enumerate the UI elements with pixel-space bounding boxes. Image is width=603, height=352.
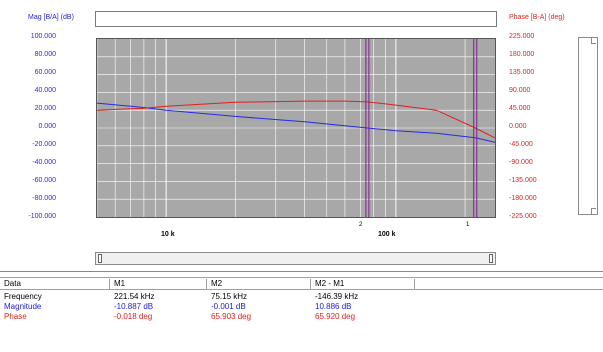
magnitude-m1: -10.887 dB (114, 302, 154, 311)
mag-tick-label: -80.000 (32, 195, 56, 202)
row-label-magnitude: Magnitude (4, 302, 42, 311)
magnitude-axis-title: Mag [B/A] (dB) (28, 14, 74, 21)
phase-m2: 65.903 deg (211, 312, 252, 321)
phase-trace (97, 100, 495, 139)
column-header-m1[interactable]: M1 (110, 279, 207, 290)
bode-chart (97, 39, 495, 217)
scroll-thumb-right[interactable] (489, 254, 493, 263)
magnitude-m2: -0.001 dB (211, 302, 246, 311)
mag-tick-label: 20.000 (34, 105, 56, 112)
phase-tick-label: -180.000 (509, 195, 537, 202)
column-header-m2[interactable]: M2 (207, 279, 311, 290)
frequency-diff: -146.39 kHz (315, 292, 359, 301)
phase-diff: 65.920 deg (315, 312, 356, 321)
side-legend-panel (578, 37, 598, 215)
x-tick-label-100k: 100 k (378, 231, 396, 238)
phase-tick-label: -90.000 (509, 159, 533, 166)
phase-tick-label: 90.000 (509, 87, 531, 94)
plot-area[interactable] (96, 38, 496, 218)
mag-tick-label: 100.000 (30, 33, 56, 40)
column-header-data[interactable]: Data (0, 279, 110, 290)
phase-tick-label: -225.000 (509, 213, 537, 220)
phase-tick-label: 45.000 (509, 105, 531, 112)
mag-tick-label: -20.000 (32, 141, 56, 148)
cursor-2-label[interactable]: 2 (359, 222, 363, 228)
frequency-m2: 75.15 kHz (211, 292, 248, 301)
phase-tick-label: 0.000 (509, 123, 527, 130)
mag-tick-label: 0.000 (38, 123, 56, 130)
plot-title-box (95, 11, 497, 27)
mag-tick-label: -60.000 (32, 177, 56, 184)
phase-tick-label: 180.000 (509, 51, 535, 58)
x-tick-label-10k: 10 k (161, 231, 175, 238)
phase-axis-title: Phase [B-A] (deg) (509, 14, 565, 21)
phase-tick-label: 225.000 (509, 33, 535, 40)
mag-tick-label: 80.000 (34, 51, 56, 58)
marker-data-table: Data M1 M2 M2 - M1 Frequency 221.54 kHz … (0, 277, 603, 352)
row-label-frequency: Frequency (4, 292, 42, 301)
phase-m1: -0.018 deg (114, 312, 153, 321)
phase-tick-label: -45.000 (509, 141, 533, 148)
mag-tick-label: 40.000 (34, 87, 56, 94)
panel-splitter[interactable] (0, 271, 603, 272)
mag-tick-label: -100.000 (28, 213, 56, 220)
column-header-m2-minus-m1[interactable]: M2 - M1 (311, 279, 415, 290)
horizontal-scrollbar[interactable] (95, 252, 496, 265)
phase-tick-label: 135.000 (509, 69, 535, 76)
table-header: Data M1 M2 M2 - M1 (0, 277, 603, 290)
scroll-thumb-left[interactable] (98, 254, 102, 263)
cursor-1-label[interactable]: 1 (466, 222, 470, 228)
mag-tick-label: 60.000 (34, 69, 56, 76)
magnitude-diff: 10.886 dB (315, 302, 352, 311)
magnitude-trace (97, 102, 495, 143)
bode-plot-panel: Mag [B/A] (dB) Phase [B-A] (deg) 100.000… (28, 11, 598, 265)
frequency-m1: 221.54 kHz (114, 292, 155, 301)
phase-tick-label: -135.000 (509, 177, 537, 184)
side-legend-notch-bottom (591, 208, 596, 214)
side-legend-notch-top (591, 38, 596, 44)
row-label-phase: Phase (4, 312, 27, 321)
mag-tick-label: -40.000 (32, 159, 56, 166)
